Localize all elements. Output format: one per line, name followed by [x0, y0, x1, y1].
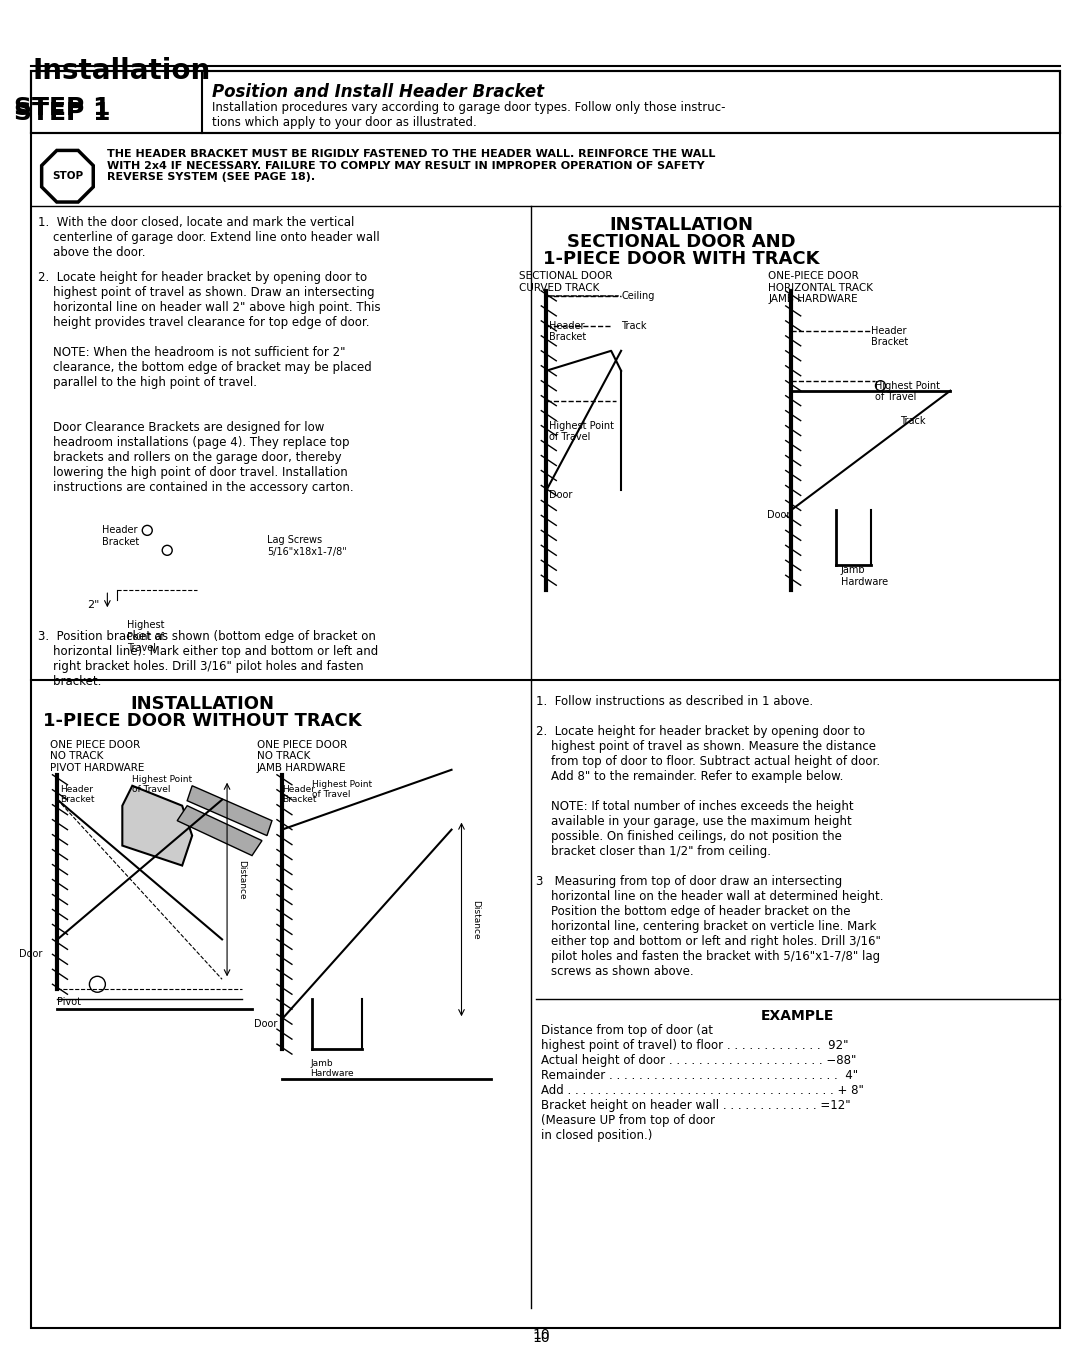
- Text: INSTALLATION: INSTALLATION: [130, 695, 274, 713]
- Text: 10: 10: [532, 1332, 550, 1346]
- Text: Header
Bracket: Header Bracket: [60, 784, 95, 805]
- Text: Installation procedures vary according to garage door types. Follow only those i: Installation procedures vary according t…: [212, 101, 726, 130]
- Text: Pivot: Pivot: [57, 997, 81, 1007]
- Text: Door: Door: [254, 1019, 276, 1029]
- Text: Track: Track: [621, 321, 647, 331]
- Text: Door: Door: [550, 490, 572, 500]
- Text: Highest Point
of Travel: Highest Point of Travel: [312, 780, 372, 799]
- Text: THE HEADER BRACKET MUST BE RIGIDLY FASTENED TO THE HEADER WALL. REINFORCE THE WA: THE HEADER BRACKET MUST BE RIGIDLY FASTE…: [107, 149, 716, 183]
- Bar: [30, 71, 1061, 134]
- Text: Lag Screws
5/16"x18x1-7/8": Lag Screws 5/16"x18x1-7/8": [267, 535, 347, 557]
- Text: 1.  Follow instructions as described in 1 above.

2.  Locate height for header b: 1. Follow instructions as described in 1…: [537, 695, 883, 978]
- Text: Highest Point
of Travel: Highest Point of Travel: [876, 381, 941, 403]
- Polygon shape: [42, 150, 93, 202]
- Text: 10: 10: [532, 1328, 550, 1343]
- Text: STOP: STOP: [52, 171, 83, 182]
- Text: SECTIONAL DOOR AND: SECTIONAL DOOR AND: [567, 234, 795, 251]
- Text: Distance: Distance: [237, 859, 246, 899]
- Text: 3.  Position bracket as shown (bottom edge of bracket on
    horizontal line). M: 3. Position bracket as shown (bottom edg…: [38, 630, 378, 688]
- Text: Highest Point
of Travel: Highest Point of Travel: [132, 775, 192, 794]
- Text: Door: Door: [767, 511, 791, 520]
- Text: INSTALLATION: INSTALLATION: [609, 216, 753, 234]
- Text: Header
Bracket: Header Bracket: [550, 321, 586, 343]
- Circle shape: [162, 545, 172, 556]
- Polygon shape: [122, 785, 192, 866]
- Text: 1.  With the door closed, locate and mark the vertical
    centerline of garage : 1. With the door closed, locate and mark…: [38, 216, 379, 260]
- Text: Jamb
Hardware: Jamb Hardware: [310, 1059, 353, 1079]
- Text: Installation: Installation: [32, 56, 211, 85]
- Text: Track: Track: [901, 415, 926, 426]
- Text: Distance: Distance: [472, 900, 481, 940]
- Text: SECTIONAL DOOR
CURVED TRACK: SECTIONAL DOOR CURVED TRACK: [519, 270, 613, 292]
- Text: Distance from top of door (at
highest point of travel) to floor . . . . . . . . : Distance from top of door (at highest po…: [541, 1024, 864, 1142]
- Text: ONE PIECE DOOR
NO TRACK
PIVOT HARDWARE: ONE PIECE DOOR NO TRACK PIVOT HARDWARE: [50, 740, 145, 773]
- Text: Jamb
Hardware: Jamb Hardware: [840, 566, 888, 587]
- Polygon shape: [177, 806, 262, 855]
- Text: Highest
Point of
Travel: Highest Point of Travel: [127, 620, 165, 653]
- Polygon shape: [187, 785, 272, 836]
- Text: STEP 1: STEP 1: [14, 97, 111, 120]
- Text: 1-PIECE DOOR WITH TRACK: 1-PIECE DOOR WITH TRACK: [543, 250, 820, 268]
- Text: Header
Bracket: Header Bracket: [103, 526, 139, 546]
- Text: Header
Bracket: Header Bracket: [282, 784, 316, 805]
- Text: Header
Bracket: Header Bracket: [870, 326, 908, 347]
- Text: ONE PIECE DOOR
NO TRACK
JAMB HARDWARE: ONE PIECE DOOR NO TRACK JAMB HARDWARE: [257, 740, 347, 773]
- Text: STEP 1: STEP 1: [14, 101, 111, 126]
- Text: Door: Door: [19, 949, 42, 959]
- Text: Highest Point
of Travel: Highest Point of Travel: [550, 421, 615, 443]
- Text: EXAMPLE: EXAMPLE: [761, 1009, 835, 1023]
- Text: 1-PIECE DOOR WITHOUT TRACK: 1-PIECE DOOR WITHOUT TRACK: [43, 712, 362, 729]
- Text: 2": 2": [87, 600, 99, 611]
- Text: Ceiling: Ceiling: [621, 291, 654, 301]
- Text: 2.  Locate height for header bracket by opening door to
    highest point of tra: 2. Locate height for header bracket by o…: [38, 270, 380, 494]
- Circle shape: [143, 526, 152, 535]
- Text: ONE-PIECE DOOR
HORIZONTAL TRACK
JAMB HARDWARE: ONE-PIECE DOOR HORIZONTAL TRACK JAMB HAR…: [768, 270, 873, 305]
- Text: Position and Install Header Bracket: Position and Install Header Bracket: [212, 83, 544, 101]
